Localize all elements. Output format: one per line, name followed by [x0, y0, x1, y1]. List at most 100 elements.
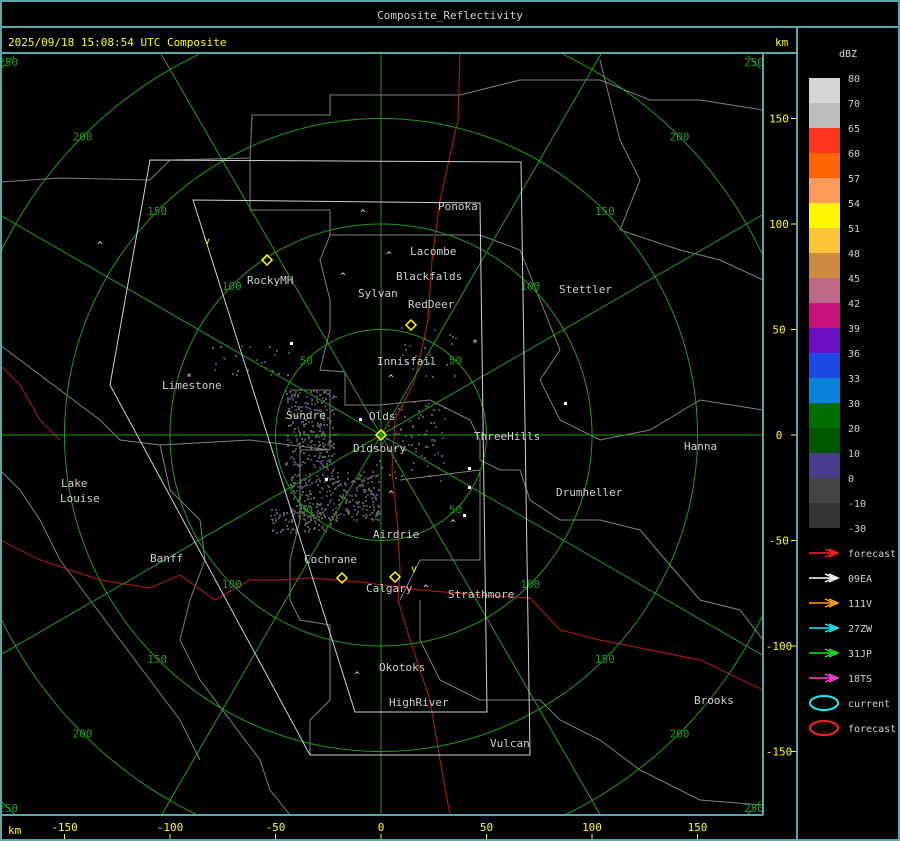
range-ring-label: 200	[669, 131, 689, 144]
echo-pixel	[378, 489, 380, 491]
echo-pixel	[319, 467, 321, 469]
echo-pixel	[307, 526, 309, 528]
echo-pixel	[309, 484, 311, 486]
echo-pixel	[296, 440, 298, 442]
echo-pixel	[290, 484, 292, 486]
echo-pixel	[300, 410, 302, 412]
echo-pixel	[395, 433, 397, 435]
point-marker-icon	[359, 418, 362, 421]
echo-pixel	[283, 514, 285, 516]
echo-pixel	[433, 422, 435, 424]
legend-value-label: 10	[848, 449, 860, 460]
echo-pixel	[305, 514, 307, 516]
echo-pixel	[415, 448, 417, 450]
echo-pixel	[321, 435, 323, 437]
echo-pixel	[349, 501, 351, 503]
echo-pixel	[335, 507, 337, 509]
echo-pixel	[295, 532, 297, 534]
echo-pixel	[413, 462, 415, 464]
legend-value-label: 60	[848, 149, 860, 160]
echo-pixel	[398, 408, 400, 410]
echo-pixel	[319, 480, 321, 482]
echo-pixel	[290, 492, 292, 494]
track-legend-label: 27ZW	[848, 624, 873, 635]
timestamp-label: 2025/09/18 15:08:54 UTC Composite	[8, 36, 227, 49]
echo-pixel	[272, 370, 274, 372]
radial-line	[160, 54, 601, 815]
y-tick-label: -100	[766, 640, 793, 653]
radar-map[interactable]: 50 50 50 50 100 100 100 100 150 150 150 150 200 200 20…	[0, 54, 764, 815]
echo-pixel	[348, 513, 350, 515]
echo-pixel	[326, 495, 328, 497]
echo-pixel	[310, 517, 312, 519]
track-legend-label: forecast	[848, 724, 896, 735]
range-ring-label: 150	[147, 653, 167, 666]
y-tick-label: 50	[772, 324, 785, 337]
legend-color-band	[809, 453, 840, 478]
echo-pixel	[294, 450, 296, 452]
echo-pixel	[325, 531, 327, 533]
echo-pixel	[290, 457, 292, 459]
echo-pixel	[288, 352, 290, 354]
echo-pixel	[372, 504, 374, 506]
echo-pixel	[292, 486, 294, 488]
echo-pixel	[370, 477, 372, 479]
echo-pixel	[338, 499, 340, 501]
echo-pixel	[376, 464, 378, 466]
echo-pixel	[333, 413, 335, 415]
echo-pixel	[373, 506, 375, 508]
echo-pixel	[322, 417, 324, 419]
echo-pixel	[315, 481, 317, 483]
track-ellipse-icon	[809, 720, 839, 736]
echo-pixel	[362, 502, 364, 504]
echo-pixel	[363, 505, 365, 507]
echo-pixel	[316, 475, 318, 477]
echo-pixel	[333, 503, 335, 505]
range-ring-label: 50	[300, 354, 313, 367]
echo-pixel	[314, 403, 316, 405]
echo-pixel	[318, 504, 320, 506]
city-label: Calgary	[366, 582, 413, 595]
outer-domain-box	[109, 159, 531, 756]
echo-pixel	[319, 455, 321, 457]
echo-pixel	[291, 394, 293, 396]
city-label: HighRiver	[389, 696, 449, 709]
echo-pixel	[265, 367, 267, 369]
echo-pixel	[274, 514, 276, 516]
echo-pixel	[335, 519, 337, 521]
echo-pixel	[292, 399, 294, 401]
echo-pixel	[322, 431, 324, 433]
echo-pixel	[312, 425, 314, 427]
echo-pixel	[347, 472, 349, 474]
echo-pixel	[329, 490, 331, 492]
y-tick-label: 100	[769, 218, 789, 231]
echo-pixel	[358, 485, 360, 487]
echo-pixel	[306, 484, 308, 486]
legend-color-band	[809, 78, 840, 103]
echo-pixel	[327, 393, 329, 395]
echo-pixel	[300, 486, 302, 488]
echo-pixel	[327, 485, 329, 487]
echo-pixel	[394, 471, 396, 473]
echo-pixel	[429, 354, 431, 356]
echo-pixel	[295, 463, 297, 465]
echo-pixel	[345, 502, 347, 504]
echo-pixel	[401, 409, 403, 411]
echo-pixel	[355, 495, 357, 497]
echo-pixel	[310, 459, 312, 461]
echo-pixel	[440, 480, 442, 482]
echo-pixel	[409, 420, 411, 422]
echo-pixel	[298, 408, 300, 410]
city-label: Limestone	[162, 379, 222, 392]
yellow-v-marker-icon: v	[204, 236, 210, 247]
echo-pixel	[302, 445, 304, 447]
echo-pixel	[317, 425, 319, 427]
echo-pixel	[371, 497, 373, 499]
echo-pixel	[316, 506, 318, 508]
echo-pixel	[309, 490, 311, 492]
echo-pixel	[326, 424, 328, 426]
echo-pixel	[291, 477, 293, 479]
asterisk-marker-icon: *	[186, 372, 192, 383]
echo-pixel	[311, 513, 313, 515]
